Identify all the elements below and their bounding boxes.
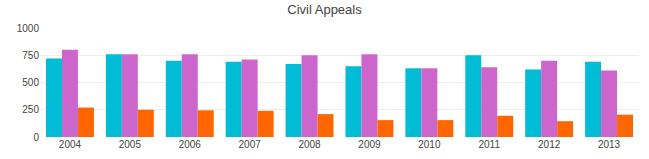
- svg-text:2010: 2010: [418, 139, 441, 150]
- svg-text:0: 0: [33, 132, 39, 143]
- svg-text:250: 250: [22, 104, 39, 115]
- svg-text:1000: 1000: [17, 23, 40, 34]
- svg-text:2004: 2004: [59, 139, 82, 150]
- svg-text:2008: 2008: [298, 139, 321, 150]
- svg-text:2005: 2005: [119, 139, 142, 150]
- svg-text:Civil Appeals: Civil Appeals: [287, 2, 362, 17]
- svg-text:2009: 2009: [358, 139, 381, 150]
- svg-text:750: 750: [22, 50, 39, 61]
- svg-text:2013: 2013: [598, 139, 621, 150]
- svg-text:2012: 2012: [538, 139, 561, 150]
- svg-text:2006: 2006: [179, 139, 202, 150]
- svg-text:500: 500: [22, 77, 39, 88]
- svg-text:2011: 2011: [478, 139, 500, 150]
- svg-text:2007: 2007: [239, 139, 262, 150]
